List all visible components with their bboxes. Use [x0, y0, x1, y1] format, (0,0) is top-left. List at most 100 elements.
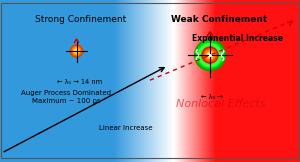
- Bar: [101, 0, 102, 162]
- Ellipse shape: [72, 46, 81, 56]
- Bar: [20, 0, 21, 162]
- Bar: [224, 0, 225, 162]
- Bar: [269, 0, 270, 162]
- Bar: [6, 0, 7, 162]
- Bar: [202, 0, 203, 162]
- Bar: [288, 0, 289, 162]
- Bar: [130, 0, 131, 162]
- Bar: [158, 0, 159, 162]
- Bar: [36, 0, 37, 162]
- Bar: [62, 0, 63, 162]
- Bar: [133, 0, 134, 162]
- Bar: [136, 0, 137, 162]
- Bar: [214, 0, 215, 162]
- Bar: [192, 0, 193, 162]
- Bar: [220, 0, 221, 162]
- Bar: [42, 0, 43, 162]
- Bar: [183, 0, 184, 162]
- Bar: [82, 0, 83, 162]
- Bar: [143, 0, 144, 162]
- Bar: [45, 0, 46, 162]
- Bar: [27, 0, 28, 162]
- Bar: [109, 0, 110, 162]
- Bar: [99, 0, 100, 162]
- Bar: [280, 0, 281, 162]
- Bar: [209, 0, 210, 162]
- Bar: [154, 0, 155, 162]
- Bar: [24, 0, 25, 162]
- Bar: [160, 0, 161, 162]
- Bar: [262, 0, 263, 162]
- Bar: [184, 0, 185, 162]
- Bar: [96, 0, 97, 162]
- Ellipse shape: [203, 49, 217, 62]
- Bar: [132, 0, 133, 162]
- Ellipse shape: [202, 47, 218, 63]
- Bar: [13, 0, 14, 162]
- Bar: [169, 0, 170, 162]
- Bar: [48, 0, 49, 162]
- Bar: [225, 0, 226, 162]
- Bar: [161, 0, 162, 162]
- Bar: [78, 0, 79, 162]
- Bar: [3, 0, 4, 162]
- Bar: [110, 0, 111, 162]
- Bar: [44, 0, 45, 162]
- Bar: [235, 0, 236, 162]
- Bar: [182, 0, 183, 162]
- Bar: [33, 0, 34, 162]
- Bar: [222, 0, 223, 162]
- Bar: [117, 0, 118, 162]
- Bar: [221, 0, 222, 162]
- Ellipse shape: [75, 49, 78, 53]
- Bar: [148, 0, 149, 162]
- Bar: [90, 0, 91, 162]
- Bar: [89, 0, 90, 162]
- Bar: [285, 0, 286, 162]
- Bar: [223, 0, 224, 162]
- Bar: [295, 0, 296, 162]
- Bar: [252, 0, 253, 162]
- Bar: [105, 0, 106, 162]
- Bar: [18, 0, 19, 162]
- Bar: [141, 0, 142, 162]
- Bar: [292, 0, 293, 162]
- Bar: [21, 0, 22, 162]
- Bar: [53, 0, 54, 162]
- Bar: [178, 0, 179, 162]
- Bar: [26, 0, 27, 162]
- Bar: [16, 0, 17, 162]
- Bar: [271, 0, 272, 162]
- Bar: [54, 0, 55, 162]
- Bar: [121, 0, 122, 162]
- Bar: [134, 0, 135, 162]
- Bar: [14, 0, 15, 162]
- Bar: [189, 0, 190, 162]
- Bar: [114, 0, 115, 162]
- Bar: [242, 0, 243, 162]
- Bar: [204, 0, 205, 162]
- Bar: [244, 0, 245, 162]
- Bar: [216, 0, 217, 162]
- Bar: [197, 0, 198, 162]
- Bar: [253, 0, 254, 162]
- Bar: [146, 0, 147, 162]
- Bar: [284, 0, 285, 162]
- Bar: [46, 0, 47, 162]
- Bar: [85, 0, 86, 162]
- Bar: [70, 0, 71, 162]
- Bar: [175, 0, 176, 162]
- Bar: [278, 0, 279, 162]
- Bar: [298, 0, 299, 162]
- Bar: [126, 0, 127, 162]
- Bar: [250, 0, 251, 162]
- Bar: [186, 0, 187, 162]
- Bar: [172, 0, 173, 162]
- Bar: [68, 0, 69, 162]
- Bar: [147, 0, 148, 162]
- Bar: [104, 0, 105, 162]
- Bar: [181, 0, 182, 162]
- Bar: [191, 0, 192, 162]
- Bar: [236, 0, 237, 162]
- Bar: [272, 0, 273, 162]
